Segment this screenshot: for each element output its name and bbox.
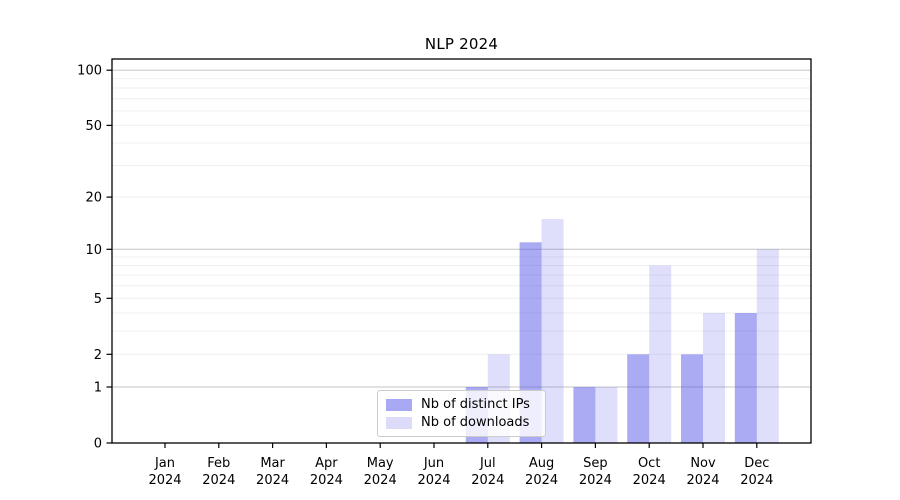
x-tick-label-month-feb: Feb bbox=[207, 456, 230, 471]
x-tick-label-month-aug: Aug bbox=[529, 456, 554, 471]
x-tick-label-month-jan: Jan bbox=[154, 456, 175, 471]
y-tick-label-10: 10 bbox=[85, 243, 102, 258]
bar-aug-downloads bbox=[541, 219, 564, 443]
legend-swatch-downloads bbox=[386, 416, 412, 429]
x-tick-label-year-jul: 2024 bbox=[471, 473, 504, 488]
y-tick-label-100: 100 bbox=[77, 64, 102, 79]
x-tick-label-year-oct: 2024 bbox=[633, 473, 666, 488]
x-tick-label-month-jul: Jul bbox=[479, 456, 496, 471]
legend-label-distinct-ips: Nb of distinct IPs bbox=[421, 397, 530, 412]
x-tick-label-month-oct: Oct bbox=[638, 456, 660, 471]
x-tick-label-year-apr: 2024 bbox=[310, 473, 343, 488]
y-tick-label-50: 50 bbox=[85, 119, 102, 134]
x-tick-label-year-dec: 2024 bbox=[740, 473, 773, 488]
bar-dec-downloads bbox=[756, 249, 779, 443]
y-tick-label-0: 0 bbox=[94, 437, 102, 452]
bar-sep-downloads bbox=[595, 387, 618, 443]
legend-swatch-distinct-ips bbox=[386, 398, 412, 411]
y-tick-label-20: 20 bbox=[85, 191, 102, 206]
y-axis: 0 1 2 5 10 20 50 100 bbox=[77, 64, 112, 452]
bars bbox=[465, 219, 779, 443]
x-tick-label-year-nov: 2024 bbox=[686, 473, 719, 488]
bar-sep-distinct-ips bbox=[573, 387, 596, 443]
x-tick-label-year-jan: 2024 bbox=[148, 473, 181, 488]
x-tick-label-month-apr: Apr bbox=[315, 456, 338, 471]
bar-oct-downloads bbox=[649, 265, 672, 443]
x-tick-label-month-dec: Dec bbox=[744, 456, 769, 471]
bar-dec-distinct-ips bbox=[734, 313, 757, 443]
x-tick-label-month-may: May bbox=[367, 456, 394, 471]
y-tick-label-2: 2 bbox=[94, 348, 102, 363]
x-tick-label-year-mar: 2024 bbox=[256, 473, 289, 488]
x-tick-label-month-mar: Mar bbox=[260, 456, 285, 471]
x-tick-label-month-nov: Nov bbox=[690, 456, 716, 471]
x-tick-label-year-may: 2024 bbox=[364, 473, 397, 488]
legend-item-distinct-ips: Nb of distinct IPs bbox=[386, 398, 545, 411]
chart-title: NLP 2024 bbox=[424, 35, 499, 53]
gridlines bbox=[112, 69, 811, 388]
bar-nov-distinct-ips bbox=[681, 354, 703, 443]
bar-nov-downloads bbox=[703, 313, 725, 443]
y-tick-label-1: 1 bbox=[94, 381, 102, 396]
x-tick-label-year-aug: 2024 bbox=[525, 473, 558, 488]
x-tick-label-year-sep: 2024 bbox=[579, 473, 612, 488]
x-tick-label-year-jun: 2024 bbox=[417, 473, 450, 488]
bar-oct-distinct-ips bbox=[627, 354, 650, 443]
x-tick-label-month-jun: Jun bbox=[423, 456, 444, 471]
legend-item-downloads: Nb of downloads bbox=[386, 416, 545, 429]
axes-frame bbox=[111, 58, 812, 444]
x-tick-label-year-feb: 2024 bbox=[202, 473, 235, 488]
y-tick-label-5: 5 bbox=[94, 292, 102, 307]
x-axis: Jan 2024 Feb 2024 Mar 2024 Apr 2024 May 2024 Jun 20… bbox=[148, 443, 773, 488]
legend: Nb of distinct IPs Nb of downloads bbox=[377, 390, 546, 437]
x-tick-label-month-sep: Sep bbox=[583, 456, 608, 471]
legend-label-downloads: Nb of downloads bbox=[421, 415, 530, 430]
